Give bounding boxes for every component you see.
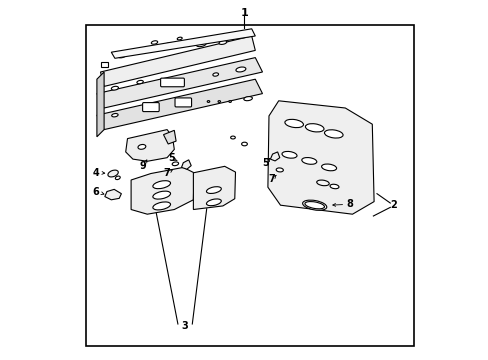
- Text: 6: 6: [93, 187, 100, 197]
- Ellipse shape: [108, 170, 118, 177]
- Ellipse shape: [111, 113, 118, 117]
- FancyBboxPatch shape: [142, 103, 159, 112]
- Text: 2: 2: [390, 200, 396, 210]
- Ellipse shape: [301, 158, 316, 164]
- Ellipse shape: [118, 54, 126, 58]
- FancyBboxPatch shape: [175, 98, 191, 107]
- Polygon shape: [101, 36, 255, 86]
- Polygon shape: [267, 101, 373, 214]
- Polygon shape: [111, 29, 255, 58]
- Text: 4: 4: [93, 168, 100, 178]
- Ellipse shape: [206, 199, 221, 206]
- Text: 5: 5: [168, 153, 175, 163]
- Ellipse shape: [316, 180, 328, 186]
- Ellipse shape: [321, 164, 336, 171]
- Ellipse shape: [241, 142, 247, 146]
- Ellipse shape: [285, 120, 303, 127]
- Ellipse shape: [172, 162, 178, 166]
- Polygon shape: [181, 160, 191, 169]
- Ellipse shape: [153, 202, 170, 210]
- Text: 9: 9: [139, 161, 146, 171]
- FancyBboxPatch shape: [160, 78, 184, 87]
- Ellipse shape: [218, 101, 220, 102]
- Ellipse shape: [165, 42, 172, 47]
- Ellipse shape: [228, 101, 231, 102]
- Polygon shape: [270, 152, 279, 161]
- Ellipse shape: [282, 152, 296, 158]
- Ellipse shape: [235, 67, 245, 72]
- Ellipse shape: [115, 176, 120, 180]
- Bar: [101, 62, 108, 67]
- Polygon shape: [125, 130, 174, 161]
- Ellipse shape: [138, 144, 145, 149]
- Polygon shape: [97, 58, 262, 108]
- Ellipse shape: [302, 200, 326, 210]
- Ellipse shape: [153, 191, 170, 199]
- Ellipse shape: [305, 124, 324, 132]
- Polygon shape: [131, 167, 194, 214]
- Ellipse shape: [207, 101, 209, 102]
- Ellipse shape: [137, 80, 143, 84]
- Ellipse shape: [324, 130, 343, 138]
- Ellipse shape: [329, 184, 338, 189]
- Ellipse shape: [305, 202, 324, 209]
- Ellipse shape: [212, 73, 218, 76]
- Ellipse shape: [244, 96, 252, 101]
- Bar: [86, 25, 413, 346]
- Text: 5: 5: [262, 158, 269, 168]
- Polygon shape: [97, 79, 262, 130]
- Ellipse shape: [151, 41, 157, 44]
- Text: 1: 1: [240, 8, 248, 18]
- Polygon shape: [163, 130, 176, 144]
- Ellipse shape: [140, 48, 147, 52]
- Ellipse shape: [196, 42, 206, 47]
- Ellipse shape: [177, 37, 182, 40]
- Polygon shape: [97, 72, 104, 137]
- Ellipse shape: [219, 41, 226, 44]
- Text: 8: 8: [346, 199, 352, 210]
- Text: 7: 7: [163, 168, 169, 178]
- Ellipse shape: [111, 86, 118, 90]
- Text: 7: 7: [268, 174, 275, 184]
- Ellipse shape: [276, 168, 283, 172]
- Ellipse shape: [206, 187, 221, 193]
- Polygon shape: [104, 189, 121, 200]
- Text: 3: 3: [182, 321, 188, 331]
- Ellipse shape: [153, 181, 170, 189]
- Polygon shape: [193, 166, 235, 210]
- Ellipse shape: [230, 136, 235, 139]
